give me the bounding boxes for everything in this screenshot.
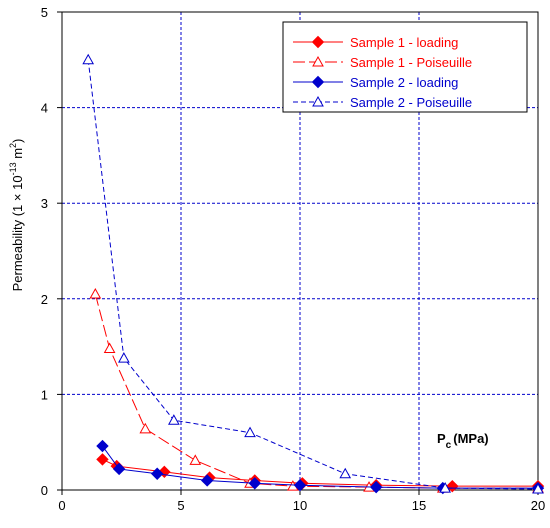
x-axis-label: Pc (MPa) [437, 431, 489, 451]
data-point [532, 483, 544, 494]
data-point [82, 53, 95, 65]
y-tick-label: 2 [41, 292, 48, 307]
data-point [446, 479, 459, 493]
y-tick-label: 0 [41, 483, 48, 498]
x-tick-label: 0 [58, 498, 65, 513]
legend: Sample 1 - loading Sample 1 - Poiseuille S… [282, 21, 528, 113]
y-axis-label: Permeability (1 × 10-13 m2) [8, 139, 25, 292]
data-point [89, 287, 102, 299]
y-tick-label: 5 [41, 5, 48, 20]
legend-marker [311, 35, 325, 49]
axis-ticks: 0 5 10 15 20 0 1 2 3 4 5 [41, 5, 545, 513]
legend-box [282, 21, 528, 113]
data-point [200, 474, 214, 487]
data-series [82, 53, 545, 495]
data-point [118, 352, 130, 363]
x-tick-label: 10 [293, 498, 307, 513]
y-tick-label: 1 [41, 387, 48, 402]
data-point [168, 414, 180, 425]
y-tick-label: 3 [41, 196, 48, 211]
legend-marker [312, 95, 324, 107]
data-point [244, 426, 256, 438]
legend-label: Sample 2 - Poiseuille [350, 95, 472, 110]
data-point [293, 479, 307, 492]
legend-label: Sample 2 - loading [350, 75, 458, 90]
data-point [248, 477, 261, 490]
series-4 [82, 53, 544, 494]
legend-marker [311, 75, 325, 89]
x-tick-label: 5 [177, 498, 184, 513]
data-point [96, 453, 109, 466]
data-point [369, 480, 383, 494]
data-point [339, 467, 352, 479]
data-point [150, 467, 164, 480]
data-point [439, 482, 452, 493]
legend-label: Sample 1 - Poiseuille [350, 55, 472, 70]
data-point [189, 454, 202, 465]
data-point [103, 342, 116, 354]
legend-label: Sample 1 - loading [350, 35, 458, 50]
legend-marker [312, 55, 324, 67]
x-tick-label: 20 [531, 498, 545, 513]
y-tick-label: 4 [41, 101, 48, 116]
data-point [112, 462, 126, 476]
x-tick-label: 15 [412, 498, 426, 513]
data-point [96, 439, 109, 453]
data-point [139, 422, 152, 434]
